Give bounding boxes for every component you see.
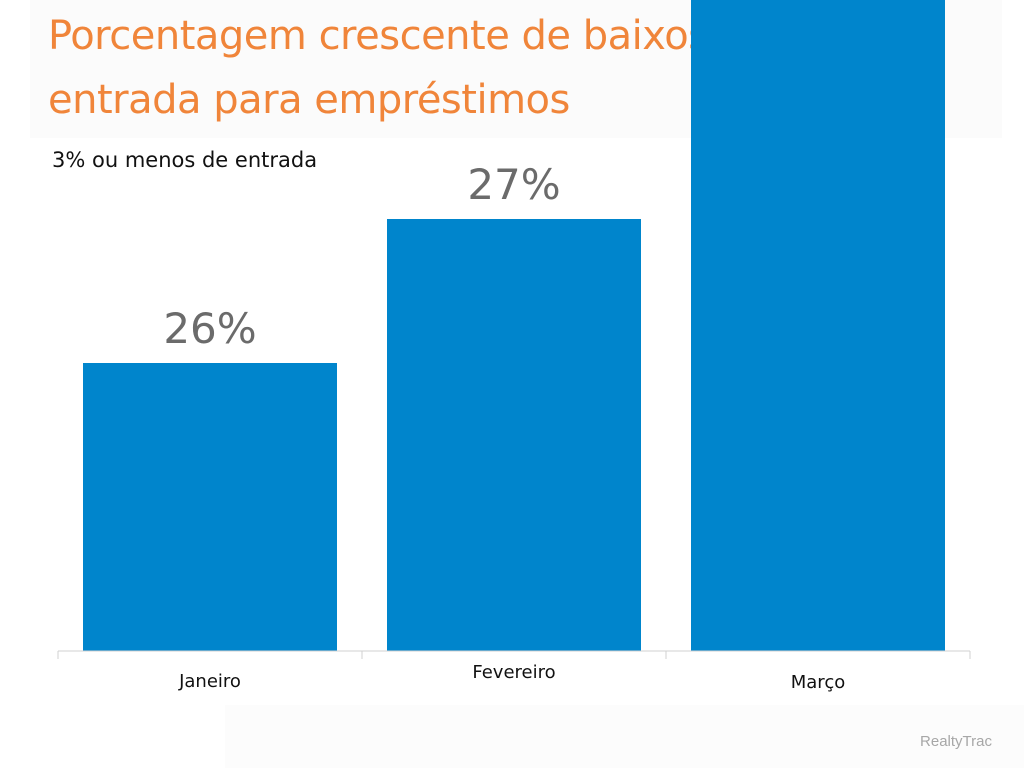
footer-band [225,705,1024,768]
bar-janeiro [83,363,337,651]
chart-subtitle: 3% ou menos de entrada [52,148,318,172]
value-label-fevereiro: 27% [467,160,560,209]
x-tick-labels-group: Janeiro Fevereiro Março [178,662,845,693]
value-label-janeiro: 26% [163,304,256,353]
x-tick-label-fevereiro: Fevereiro [472,662,555,683]
bars-group [83,0,945,651]
x-axis [57,650,971,659]
bar-março [691,0,945,651]
x-tick-label-março: Março [791,672,845,693]
value-labels-group: 26%27%29% [163,160,560,353]
source-label: RealtyTrac [920,733,992,750]
x-tick-label-janeiro: Janeiro [178,671,241,692]
bar-fevereiro [387,219,641,651]
